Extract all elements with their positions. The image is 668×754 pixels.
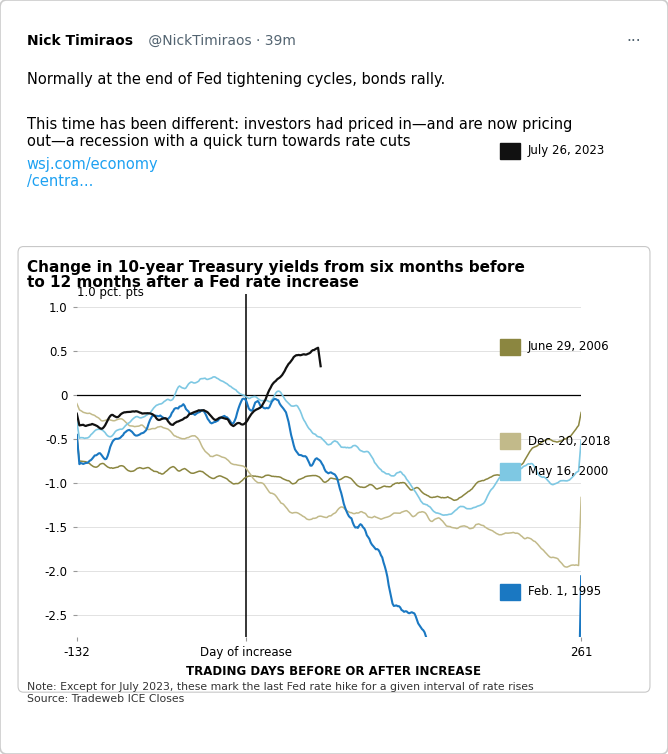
Text: ···: ··· (627, 34, 641, 49)
Text: Normally at the end of Fed tightening cycles, bonds rally.: Normally at the end of Fed tightening cy… (27, 72, 445, 87)
Text: This time has been different: investors had priced in—and are now pricing
out—a : This time has been different: investors … (27, 117, 572, 149)
Text: 1.0 pct. pts: 1.0 pct. pts (77, 287, 144, 299)
Text: July 26, 2023: July 26, 2023 (528, 144, 605, 158)
Text: Feb. 1, 1995: Feb. 1, 1995 (528, 585, 601, 599)
Text: wsj.com/economy
/centra...: wsj.com/economy /centra... (27, 157, 158, 189)
Text: May 16, 2000: May 16, 2000 (528, 464, 608, 478)
Text: Nick Timiraos: Nick Timiraos (27, 34, 133, 48)
Text: to 12 months after a Fed rate increase: to 12 months after a Fed rate increase (27, 275, 359, 290)
Text: Change in 10-year Treasury yields from six months before: Change in 10-year Treasury yields from s… (27, 260, 524, 275)
Text: Dec. 20, 2018: Dec. 20, 2018 (528, 434, 610, 448)
Text: June 29, 2006: June 29, 2006 (528, 340, 609, 354)
Text: TRADING DAYS BEFORE OR AFTER INCREASE: TRADING DAYS BEFORE OR AFTER INCREASE (186, 665, 482, 678)
Text: @NickTimiraos · 39m: @NickTimiraos · 39m (144, 34, 295, 48)
Text: Note: Except for July 2023, these mark the last Fed rate hike for a given interv: Note: Except for July 2023, these mark t… (27, 682, 533, 704)
